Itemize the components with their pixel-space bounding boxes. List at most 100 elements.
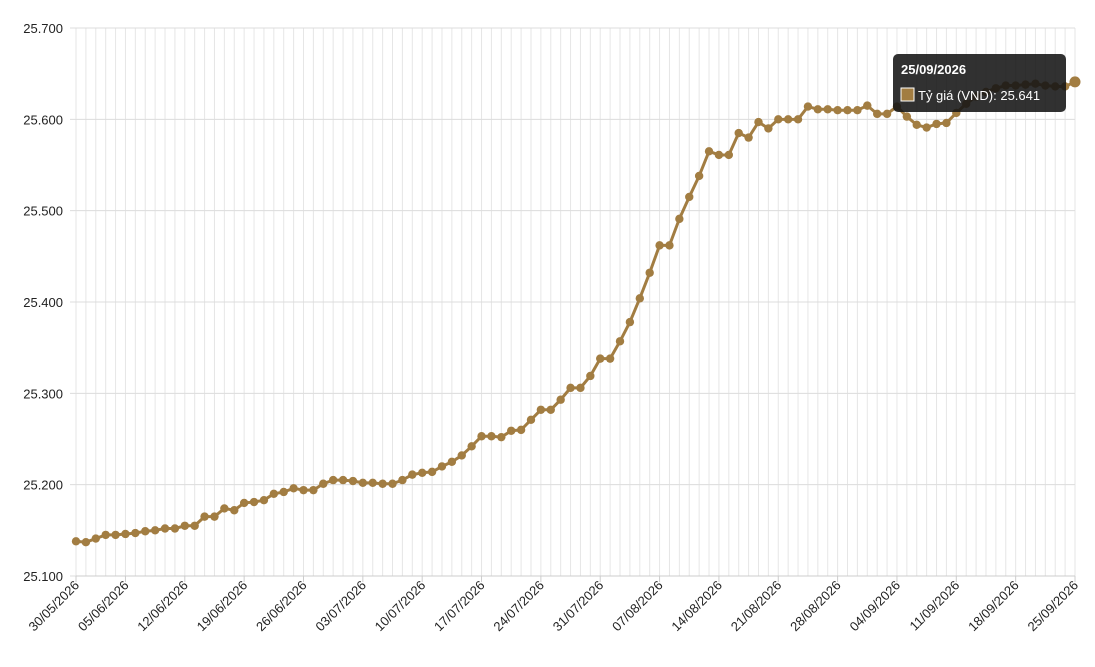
- point: [863, 101, 872, 110]
- point: [141, 527, 150, 536]
- point: [91, 534, 100, 543]
- y-tick-label: 25.400: [23, 295, 63, 310]
- point: [81, 538, 91, 547]
- point: [427, 467, 437, 477]
- point: [833, 106, 842, 115]
- point: [665, 241, 674, 250]
- point: [269, 489, 279, 498]
- point: [596, 354, 605, 363]
- point: [783, 115, 793, 124]
- x-tick-label: 10/07/2026: [372, 578, 429, 635]
- point: [576, 383, 585, 393]
- point: [724, 150, 734, 160]
- point: [704, 147, 714, 156]
- point: [497, 432, 506, 442]
- x-tick-label: 31/07/2026: [550, 578, 607, 635]
- x-tick-label: 17/07/2026: [431, 578, 488, 635]
- y-tick-label: 25.100: [23, 569, 63, 584]
- point: [685, 192, 694, 202]
- point: [150, 526, 160, 535]
- y-tick-label: 25.200: [23, 478, 63, 493]
- point: [546, 405, 555, 414]
- point: [823, 105, 832, 114]
- x-tick-label: 03/07/2026: [312, 578, 369, 635]
- tooltip-title: 25/09/2026: [901, 62, 966, 77]
- point: [408, 470, 417, 479]
- x-tick-label: 30/05/2026: [25, 578, 82, 635]
- point: [586, 371, 595, 381]
- point: [200, 512, 209, 521]
- point: [170, 524, 180, 533]
- point: [813, 105, 823, 114]
- point: [1069, 76, 1081, 88]
- point: [487, 432, 496, 441]
- point: [111, 530, 120, 540]
- point: [328, 475, 338, 485]
- point: [121, 529, 130, 539]
- x-tick-label: 28/08/2026: [787, 578, 844, 635]
- tooltip: 25/09/2026 Tỷ giá (VND): 25.641: [893, 54, 1066, 112]
- point: [180, 521, 190, 530]
- point: [348, 476, 358, 486]
- point: [655, 241, 664, 250]
- point: [516, 425, 526, 435]
- point: [902, 112, 912, 121]
- point: [71, 537, 81, 546]
- x-tick-label: 21/08/2026: [728, 578, 785, 635]
- point: [398, 475, 407, 485]
- point: [249, 497, 259, 507]
- point: [239, 498, 249, 508]
- point: [645, 268, 654, 277]
- point: [358, 478, 368, 488]
- point: [675, 214, 684, 224]
- point: [853, 106, 862, 115]
- point: [279, 487, 288, 497]
- point: [378, 479, 387, 488]
- point: [694, 171, 704, 181]
- point: [467, 442, 476, 451]
- x-tick-label: 07/08/2026: [609, 578, 666, 635]
- point: [299, 485, 308, 495]
- point: [932, 119, 941, 129]
- point: [230, 506, 239, 515]
- point: [457, 451, 466, 460]
- point: [190, 521, 199, 530]
- point: [912, 120, 921, 130]
- x-tick-label: 25/09/2026: [1024, 578, 1081, 635]
- point: [922, 123, 931, 132]
- point: [101, 530, 110, 540]
- x-tick-label: 18/09/2026: [965, 578, 1022, 635]
- point: [447, 457, 457, 467]
- point: [417, 468, 427, 477]
- point: [605, 354, 615, 363]
- x-tick-label: 05/06/2026: [75, 578, 132, 635]
- point: [754, 117, 763, 127]
- point: [338, 475, 348, 485]
- point: [210, 512, 219, 521]
- point: [388, 479, 397, 488]
- point: [526, 415, 536, 425]
- x-tick-label: 14/08/2026: [668, 578, 725, 635]
- point: [714, 150, 724, 160]
- y-tick-label: 25.300: [23, 386, 63, 401]
- y-tick-label: 25.600: [23, 112, 63, 127]
- point: [556, 395, 565, 404]
- point: [437, 462, 447, 471]
- point: [734, 128, 743, 138]
- tooltip-text: Tỷ giá (VND): 25.641: [918, 88, 1040, 103]
- x-tick-label: 26/06/2026: [253, 578, 310, 635]
- point: [259, 495, 269, 505]
- point: [368, 478, 377, 488]
- point: [615, 337, 625, 346]
- point: [289, 484, 298, 493]
- point: [872, 109, 882, 119]
- x-tick-label: 24/07/2026: [490, 578, 547, 635]
- y-tick-label: 25.500: [23, 204, 63, 219]
- point: [764, 124, 773, 133]
- point: [309, 485, 318, 495]
- point: [635, 294, 644, 303]
- point: [793, 115, 803, 124]
- point: [160, 524, 170, 533]
- point: [566, 383, 575, 393]
